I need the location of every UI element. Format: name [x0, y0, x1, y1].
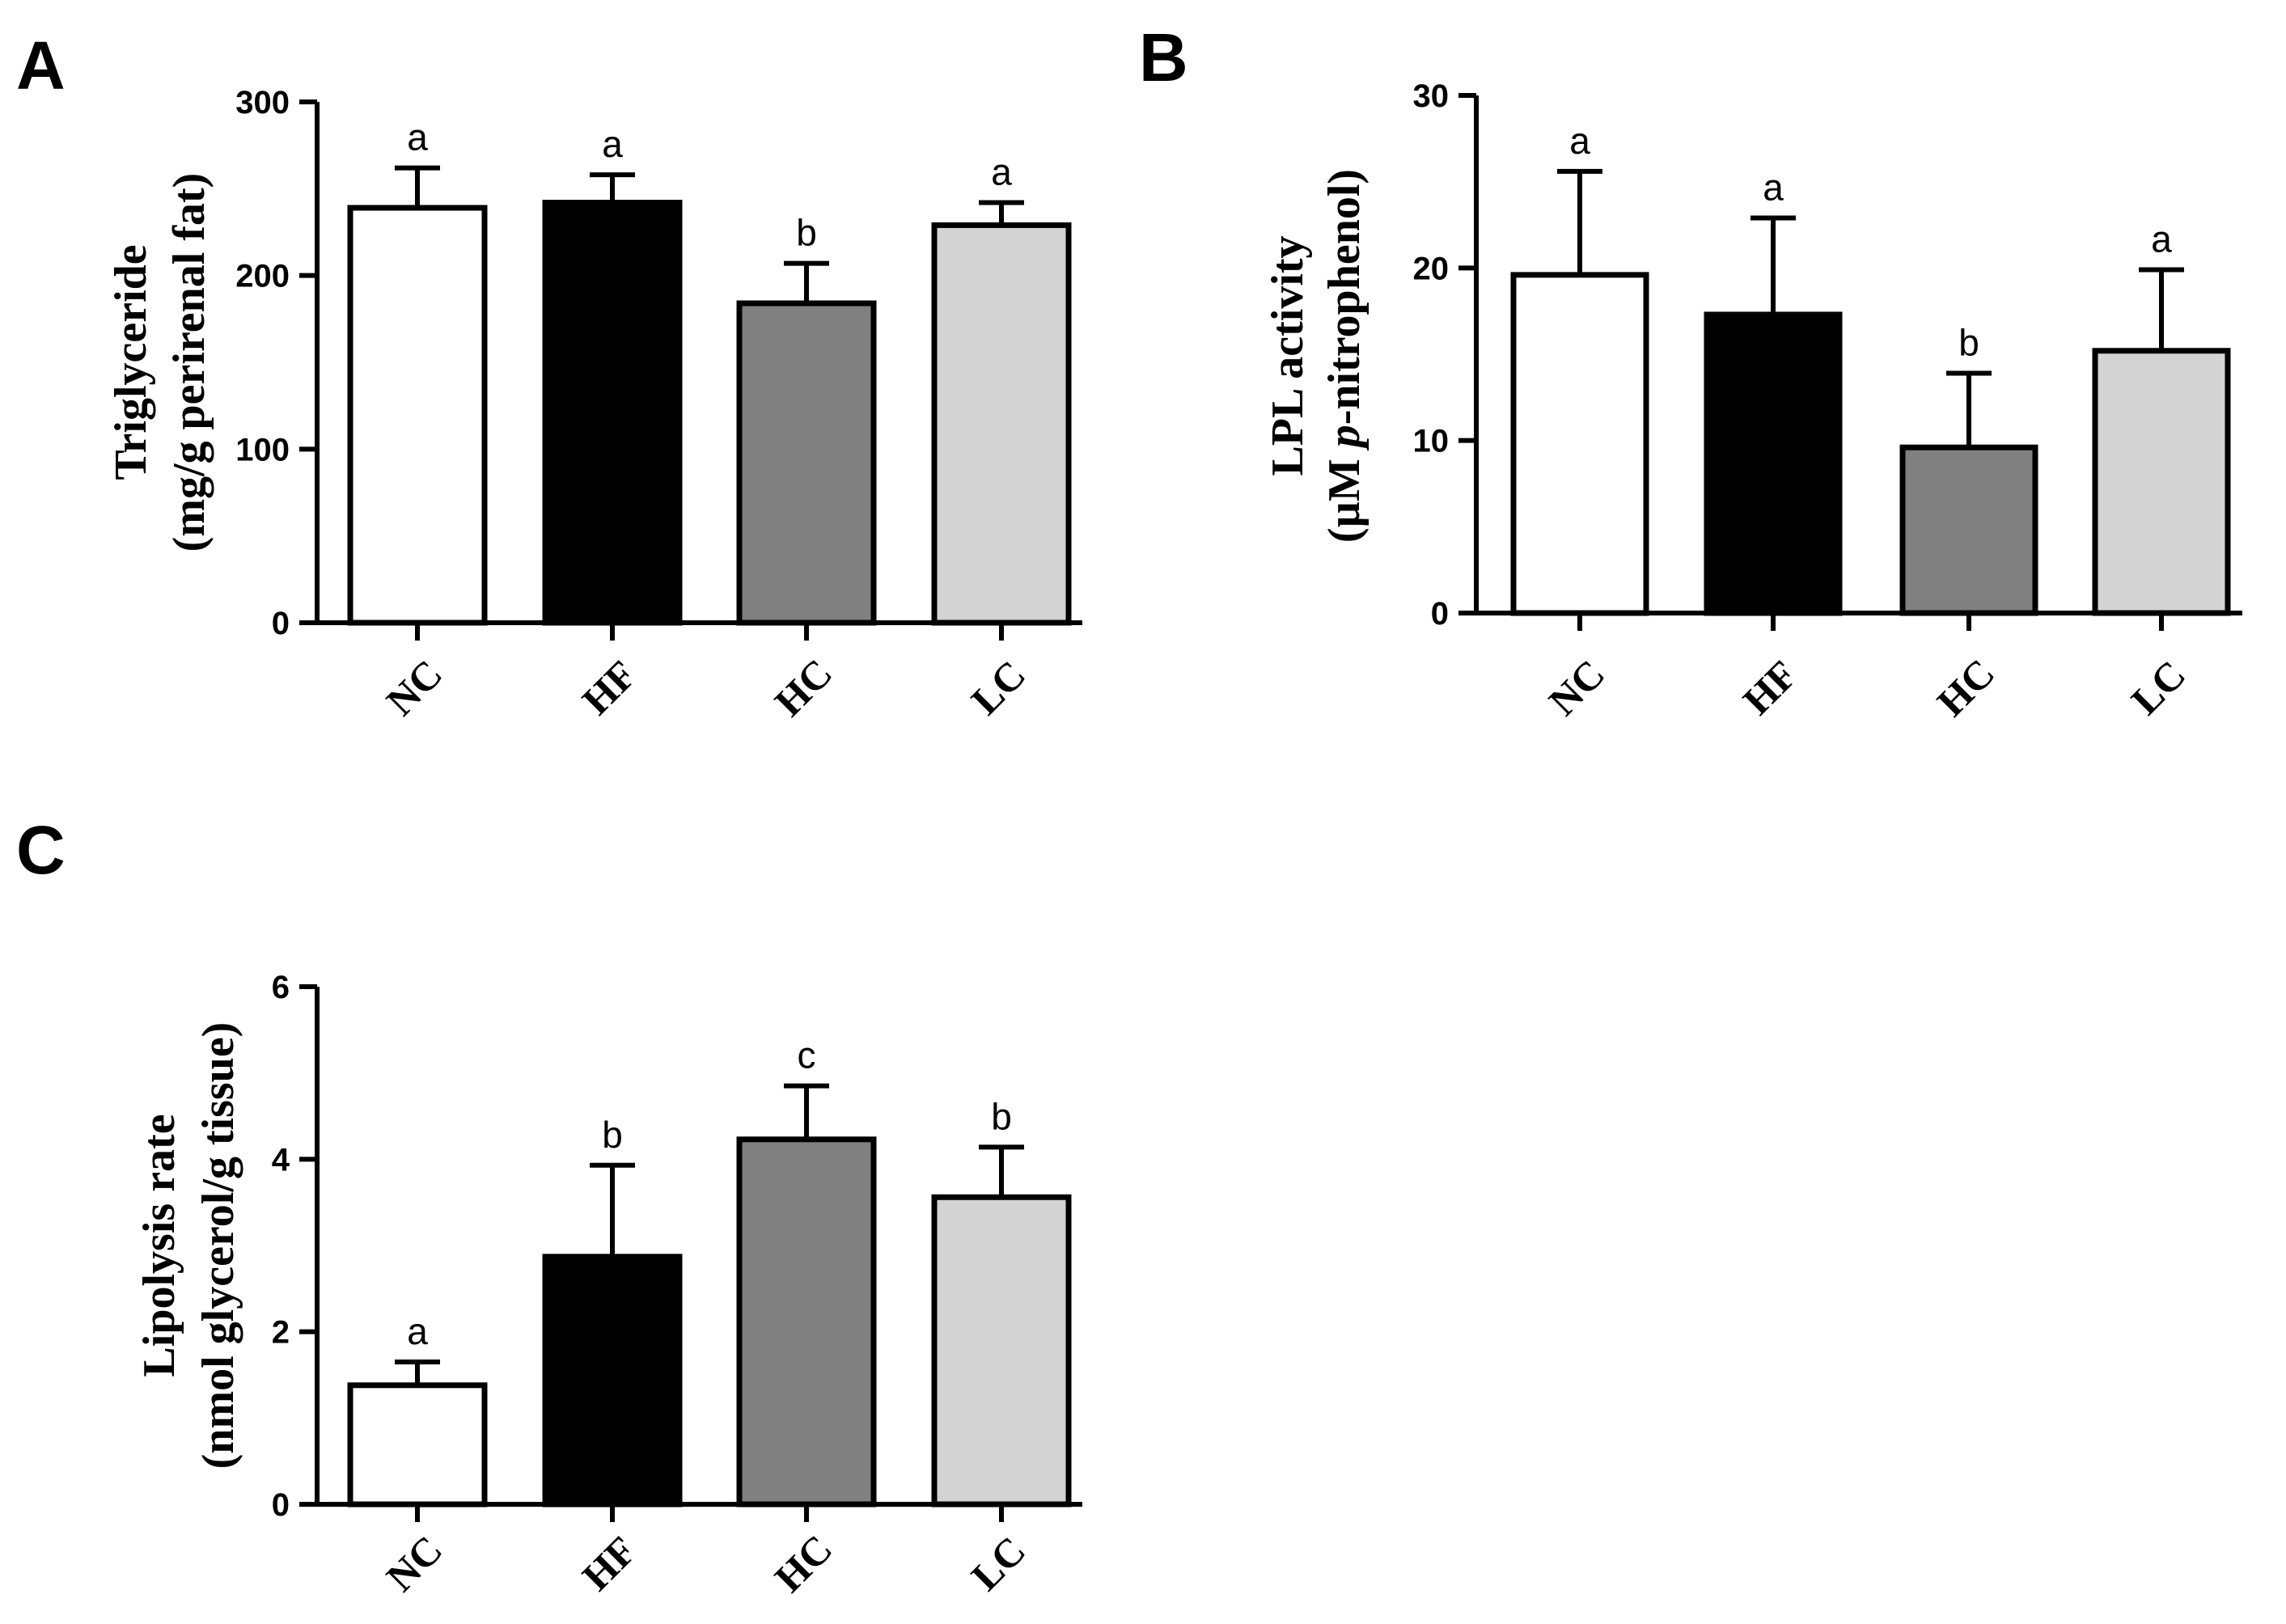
- significance-label: a: [991, 151, 1012, 193]
- y-axis-title-line2: (µM p-nitrophenol): [1319, 169, 1369, 543]
- bar-lc: [931, 1194, 1072, 1508]
- x-tick-label-hf: HF: [574, 1528, 646, 1600]
- x-tick-label-lc: LC: [2123, 652, 2195, 724]
- significance-label: a: [602, 123, 623, 165]
- bar-nc: [347, 205, 488, 626]
- bar-hf: [542, 1254, 683, 1508]
- y-tick-label: 200: [235, 259, 290, 294]
- y-tick-label: 6: [272, 970, 290, 1005]
- bar-nc: [1510, 272, 1649, 616]
- x-tick-label-hf: HF: [1734, 652, 1806, 724]
- y-tick-label: 0: [272, 1487, 290, 1523]
- x-tick-label-hc: HC: [766, 1526, 841, 1601]
- panel-letter: A: [16, 27, 66, 104]
- bar-hf: [542, 200, 683, 626]
- bar-lc: [2092, 348, 2231, 616]
- x-tick-label-hf: HF: [574, 652, 646, 724]
- y-tick-label: 300: [235, 85, 290, 121]
- panel-letter: B: [1139, 19, 1188, 95]
- y-tick-label: 2: [272, 1315, 290, 1351]
- panel-c: C Lipolysis rate (nmol glycerol/g tissue) a…: [16, 812, 1082, 1601]
- bar-nc: [347, 1382, 488, 1508]
- y-tick-label: 4: [272, 1142, 290, 1178]
- significance-label: a: [1763, 166, 1784, 208]
- y-axis-title-line2: (mg/g perirenal fat): [164, 173, 214, 552]
- significance-label: a: [407, 1310, 428, 1352]
- x-tick-label-nc: NC: [378, 1527, 451, 1601]
- x-tick-label-lc: LC: [963, 1528, 1035, 1600]
- significance-label: a: [407, 116, 428, 159]
- significance-label: a: [2151, 218, 2172, 260]
- y-axis-title-line1: Triglyceride: [106, 244, 156, 480]
- x-tick-label-hc: HC: [766, 650, 841, 725]
- significance-label: b: [991, 1095, 1012, 1137]
- y-tick-label: 10: [1413, 424, 1450, 459]
- panel-letter: C: [16, 812, 66, 888]
- y-axis-title-line1: LPL activity: [1263, 235, 1313, 476]
- panel-b: B LPL activity(µM p-nitrophenol) a a b a 0 10 20…: [1139, 19, 2242, 725]
- bar-lc: [931, 222, 1072, 626]
- significance-label: b: [1958, 321, 1979, 363]
- significance-label: a: [1569, 120, 1590, 162]
- y-axis-title-line1: Lipolysis rate: [134, 1114, 184, 1377]
- bar-hc: [736, 300, 877, 626]
- y-tick-label: 30: [1413, 78, 1450, 114]
- y-tick-label: 100: [235, 432, 290, 467]
- y-tick-label: 0: [1431, 596, 1449, 632]
- x-tick-label-lc: LC: [963, 652, 1035, 724]
- y-axis-title-line2: (nmol glycerol/g tissue): [193, 1022, 243, 1470]
- significance-label: c: [798, 1034, 816, 1076]
- x-tick-label-hc: HC: [1928, 650, 2004, 725]
- x-tick-label-nc: NC: [1540, 651, 1614, 725]
- panel-a: A Triglyceride (mg/g perirenal fat) a a b a 0 10…: [16, 27, 1082, 725]
- x-tick-label-nc: NC: [378, 651, 451, 725]
- significance-label: b: [602, 1114, 623, 1156]
- bar-hc: [736, 1136, 877, 1508]
- significance-label: b: [796, 212, 817, 254]
- bar-hc: [1899, 444, 2038, 616]
- bar-hf: [1704, 311, 1843, 616]
- y-tick-label: 20: [1413, 251, 1450, 286]
- y-tick-label: 0: [272, 606, 290, 641]
